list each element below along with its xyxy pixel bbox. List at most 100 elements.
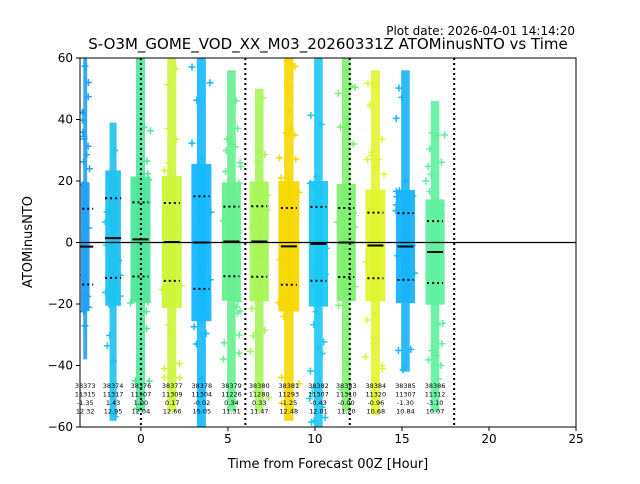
- orbit-38383-outlier: [337, 385, 345, 393]
- orbit-38378-label-line: -0.02: [193, 399, 210, 407]
- orbit-38383-outlier: [334, 89, 342, 97]
- orbit-38381-outlier: [295, 380, 303, 388]
- orbit-38380-label-line: 0.33: [252, 399, 266, 407]
- orbit-38386-label-line: 11312: [425, 391, 446, 399]
- orbit-38377-label-line: 0.17: [165, 399, 179, 407]
- orbit-38380-outlier: [259, 94, 267, 102]
- orbit-38377-outlier: [172, 294, 180, 302]
- orbit-38378-outlier: [198, 155, 206, 163]
- orbit-38386-outlier: [429, 271, 437, 279]
- orbit-38374-outlier: [101, 218, 109, 226]
- orbit-38379-outlier: [237, 163, 245, 171]
- orbit-38385-band: [392, 70, 419, 374]
- orbit-38380-outlier: [259, 181, 267, 189]
- orbit-38382-outlier: [318, 350, 326, 358]
- orbit-38378-outlier: [194, 205, 202, 213]
- orbit-38386-band: [422, 101, 449, 412]
- orbit-38379-outlier: [232, 97, 240, 105]
- orbit-38380-outlier: [248, 305, 256, 313]
- orbit-38374-outlier: [106, 331, 114, 339]
- orbit-38382-outlier: [312, 308, 320, 316]
- orbit-38385-outlier: [407, 195, 415, 203]
- orbit-38377-outlier: [165, 282, 173, 290]
- orbit-38385-outlier: [398, 271, 406, 279]
- orbit-38385-outlier: [400, 233, 408, 241]
- orbit-38386-outlier: [432, 351, 440, 359]
- orbit-38381-outlier: [285, 107, 293, 115]
- orbit-38382-outlier: [321, 413, 329, 421]
- orbit-38386-outlier: [441, 131, 449, 139]
- orbit-38376-label-line: 1.00: [134, 399, 148, 407]
- orbit-38379-band: [219, 70, 245, 412]
- orbit-38376-outlier: [140, 205, 148, 213]
- orbit-38382-outlier: [310, 384, 318, 392]
- y-axis-label: ATOMinusNTO: [21, 196, 36, 288]
- orbit-38384-outlier: [363, 156, 371, 164]
- y-tick-label-0: 0: [65, 236, 73, 250]
- x-tick-label-10: 10: [307, 432, 322, 446]
- orbit-38373-outlier: [81, 62, 89, 70]
- axis-ticks: 0 5 10 15 20 25 −60 −40 −20 0 20 40 60: [48, 51, 584, 446]
- orbit-38383-outlier: [342, 123, 350, 131]
- orbit-38379-outlier: [222, 168, 230, 176]
- orbit-38383-outlier: [343, 117, 351, 125]
- orbit-38382-label-line: 38382: [308, 382, 329, 390]
- orbit-38373-outlier: [84, 78, 92, 86]
- orbit-38386-outlier: [438, 340, 446, 348]
- orbit-38374-outlier: [102, 288, 110, 296]
- orbit-38386-label-line: 38386: [425, 382, 446, 390]
- orbit-38373-label-line: 12.32: [76, 408, 95, 416]
- orbit-38381-outlier: [288, 405, 296, 413]
- orbit-38373-outlier: [80, 271, 88, 279]
- orbit-38386-outlier: [433, 132, 441, 140]
- orbit-38377-outlier: [162, 206, 170, 214]
- orbit-38383-band: [333, 58, 359, 412]
- orbit-38382-outlier: [306, 367, 314, 375]
- orbit-38376-outlier: [145, 176, 153, 184]
- orbit-38380-outlier: [255, 276, 263, 284]
- orbit-38374-outlier: [109, 283, 117, 291]
- orbit-38380-band: [246, 88, 273, 412]
- orbit-38381-outlier: [284, 88, 292, 96]
- y-tick-label-40: 40: [58, 113, 73, 127]
- plot-date: Plot date: 2026-04-01 14:14:20: [386, 24, 575, 38]
- orbit-38382-outlier: [321, 270, 329, 278]
- orbit-38377-outlier: [172, 135, 180, 143]
- orbit-38378-outlier: [192, 340, 200, 348]
- orbit-38386-outlier: [426, 145, 434, 153]
- orbit-38382-outlier: [317, 120, 325, 128]
- orbit-38373-label-line: 11315: [75, 391, 96, 399]
- orbit-38378-outlier: [202, 329, 210, 337]
- orbit-38381-outlier: [274, 299, 282, 307]
- orbit-38373-outlier: [81, 322, 89, 330]
- orbit-38373-outlier: [86, 165, 94, 173]
- orbit-38384-outlier: [362, 258, 370, 266]
- orbit-38386-outlier: [428, 347, 436, 355]
- orbit-38376-outlier: [144, 170, 152, 178]
- orbit-38373-outlier: [84, 292, 92, 300]
- orbit-38382-label-line: 12.01: [309, 408, 328, 416]
- orbit-38381-outlier: [292, 155, 300, 163]
- orbit-38385-outlier: [395, 187, 403, 195]
- orbit-38379-label-line: 11226: [221, 391, 242, 399]
- x-axis-label: Time from Forecast 00Z [Hour]: [227, 457, 429, 472]
- orbit-38374-outlier: [109, 357, 117, 365]
- orbit-38386-outlier: [434, 375, 442, 383]
- orbit-38374-outlier: [105, 292, 113, 300]
- orbit-38383-outlier: [351, 83, 359, 91]
- orbit-38373-outlier: [84, 93, 92, 101]
- orbit-38382-outlier: [313, 267, 321, 275]
- orbit-38373-label-line: -1.35: [77, 399, 94, 407]
- orbit-38382-outlier: [307, 111, 315, 119]
- chart-title: S-O3M_GOME_VOD_XX_M03_20260331Z ATOMinus…: [88, 35, 567, 54]
- orbit-38380-label-line: 11280: [249, 391, 270, 399]
- orbit-38384-outlier: [367, 204, 375, 212]
- orbit-38379-outlier: [236, 159, 244, 167]
- orbit-38374-label-line: 1.43: [106, 399, 120, 407]
- orbit-38384-outlier: [369, 340, 377, 348]
- orbit-38380-outlier: [263, 206, 271, 214]
- orbit-38380-outlier: [249, 332, 257, 340]
- orbit-38382-outlier: [320, 338, 328, 346]
- orbit-38384-label-line: 10.68: [367, 408, 386, 416]
- y-tick-label--60: −60: [48, 420, 73, 434]
